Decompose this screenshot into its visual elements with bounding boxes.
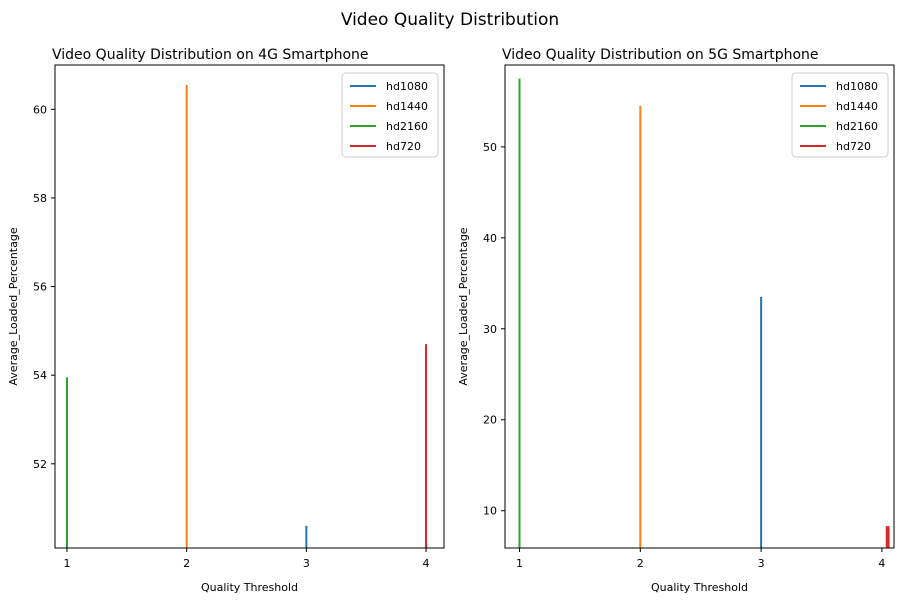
y-tick-label: 30 [483, 323, 497, 336]
legend: hd1080 hd1440 hd2160 hd720 [791, 72, 889, 158]
chart-5g: Video Quality Distribution on 5G Smartph… [457, 47, 895, 594]
legend-label-hd2160: hd2160 [836, 120, 878, 133]
legend-box [341, 72, 439, 158]
legend-label-hd1440: hd1440 [836, 100, 878, 113]
legend-box [791, 72, 889, 158]
x-tick-label: 4 [878, 557, 885, 570]
legend-label-hd720: hd720 [386, 140, 421, 153]
x-axis-label: Quality Threshold [651, 581, 748, 594]
legend: hd1080 hd1440 hd2160 hd720 [341, 72, 439, 158]
y-tick-label: 56 [33, 281, 47, 294]
y-tick-label: 10 [483, 505, 497, 518]
y-axis-label: Average_Loaded_Percentage [7, 227, 20, 385]
x-tick-label: 2 [637, 557, 644, 570]
x-tick-label: 1 [63, 557, 70, 570]
y-tick-label: 40 [483, 232, 497, 245]
legend-label-hd1440: hd1440 [386, 100, 428, 113]
axes-frame [504, 64, 895, 549]
x-axis-label: Quality Threshold [201, 581, 298, 594]
x-tick-label: 3 [758, 557, 765, 570]
x-tick-label: 2 [183, 557, 190, 570]
y-axis-label: Average_Loaded_Percentage [457, 227, 470, 385]
chart-4g: Video Quality Distribution on 4G Smartph… [7, 47, 445, 594]
y-tick-label: 60 [33, 103, 47, 116]
x-tick-label: 3 [303, 557, 310, 570]
y-tick-label: 20 [483, 414, 497, 427]
chart-title: Video Quality Distribution on 5G Smartph… [502, 47, 819, 63]
legend-label-hd1080: hd1080 [386, 80, 428, 93]
chart-title: Video Quality Distribution on 4G Smartph… [52, 47, 369, 63]
x-tick-label: 4 [423, 557, 430, 570]
legend-label-hd2160: hd2160 [386, 120, 428, 133]
x-tick-label: 1 [516, 557, 523, 570]
y-tick-label: 54 [33, 369, 47, 382]
axes-frame [54, 64, 445, 549]
legend-label-hd720: hd720 [836, 140, 871, 153]
y-tick-label: 58 [33, 192, 47, 205]
legend-label-hd1080: hd1080 [836, 80, 878, 93]
y-tick-label: 50 [483, 141, 497, 154]
y-tick-label: 52 [33, 458, 47, 471]
figure-title: Video Quality Distribution [341, 10, 559, 30]
